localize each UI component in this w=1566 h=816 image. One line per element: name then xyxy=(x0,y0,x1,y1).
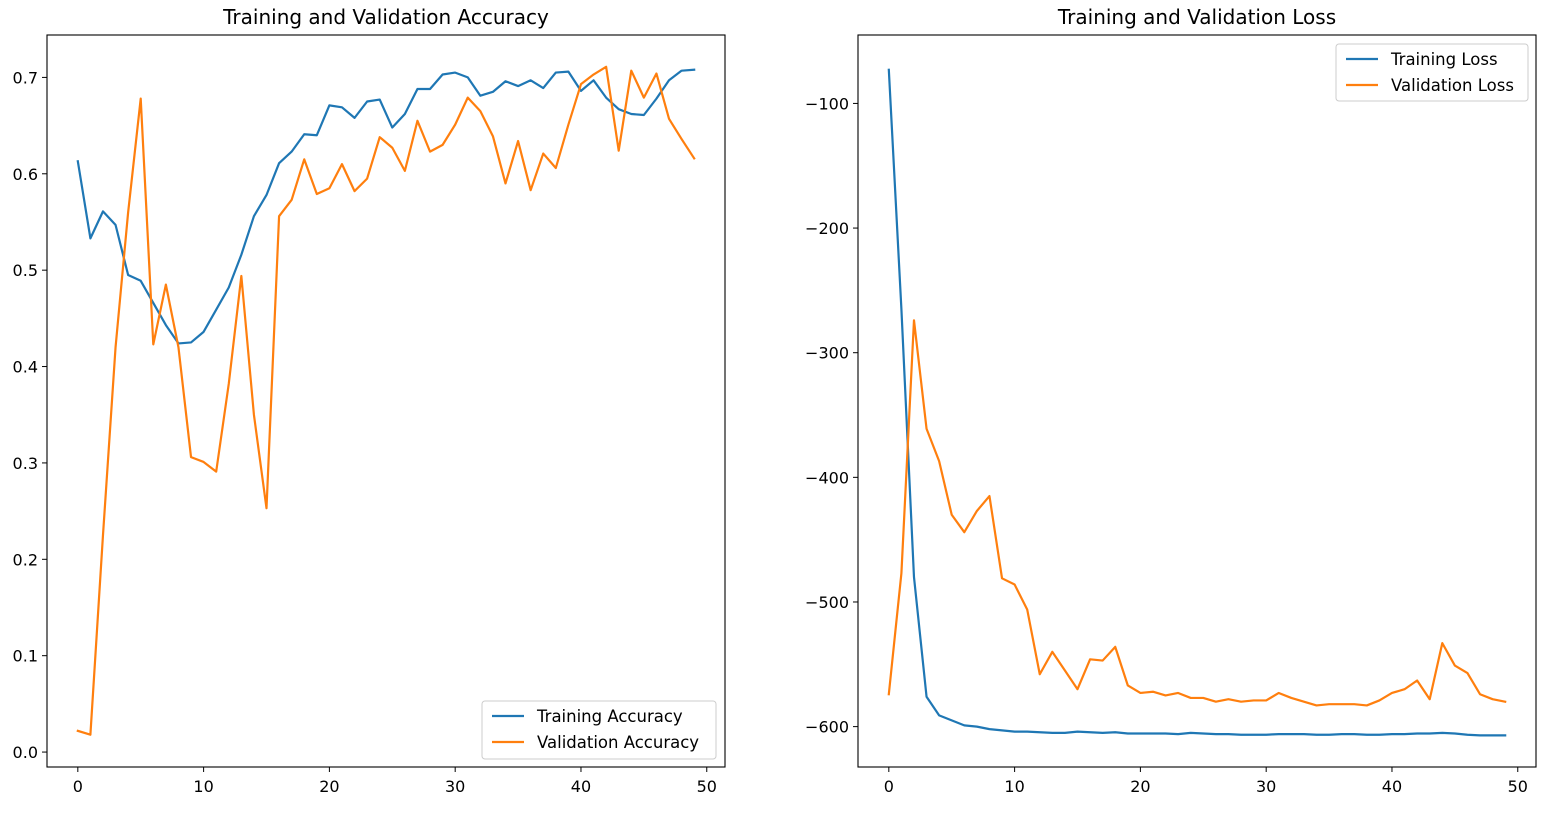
loss-x-tick-label: 0 xyxy=(884,777,894,796)
accuracy-y-tick-label: 0.5 xyxy=(13,261,38,280)
loss-y-tick-label: −500 xyxy=(805,593,849,612)
loss-x-tick-label: 50 xyxy=(1508,777,1528,796)
accuracy-series-line-2 xyxy=(76,65,696,736)
loss-series-line-1 xyxy=(887,68,1507,737)
accuracy-y-tick-label: 0.2 xyxy=(13,550,38,569)
accuracy-y-tick-label: 0.4 xyxy=(13,358,38,377)
accuracy-legend-label-2: Validation Accuracy xyxy=(537,733,699,752)
loss-x-tick-label: 40 xyxy=(1382,777,1402,796)
loss-legend-label-2: Validation Loss xyxy=(1391,76,1514,95)
accuracy-y-tick-label: 0.0 xyxy=(13,743,38,762)
loss-x-tick-label: 30 xyxy=(1256,777,1276,796)
accuracy-x-tick-label: 0 xyxy=(73,777,83,796)
loss-legend-box xyxy=(1335,43,1529,102)
loss-y-tick-label: −600 xyxy=(805,718,849,737)
accuracy-y-tick-label: 0.7 xyxy=(13,68,38,87)
accuracy-x-tick-label: 10 xyxy=(193,777,213,796)
accuracy-x-tick-label: 20 xyxy=(319,777,339,796)
accuracy-legend-label-1: Training Accuracy xyxy=(536,707,683,726)
accuracy-legend-box xyxy=(481,700,717,760)
loss-y-tick-label: −200 xyxy=(805,219,849,238)
accuracy-x-tick-label: 30 xyxy=(445,777,465,796)
loss-y-tick-label: −300 xyxy=(805,344,849,363)
loss-chart: Training and Validation Loss 0 10 20 30 40 50… xyxy=(805,5,1537,796)
loss-legend: Training Loss Validation Loss xyxy=(1335,43,1529,102)
accuracy-legend: Training Accuracy Validation Accuracy xyxy=(481,700,717,760)
loss-y-tick-label: −100 xyxy=(805,94,849,113)
accuracy-y-tick-label: 0.3 xyxy=(13,454,38,473)
loss-x-tick-label: 20 xyxy=(1130,777,1150,796)
accuracy-axes-frame xyxy=(46,34,726,768)
accuracy-chart: Training and Validation Accuracy 0 10 20 30… xyxy=(13,5,726,796)
loss-legend-label-1: Training Loss xyxy=(1390,50,1498,69)
loss-axes-frame xyxy=(857,34,1537,768)
accuracy-x-tick-label: 40 xyxy=(571,777,591,796)
accuracy-y-tick-label: 0.1 xyxy=(13,647,38,666)
accuracy-x-tick-label: 50 xyxy=(697,777,717,796)
accuracy-series-line-1 xyxy=(76,68,696,345)
accuracy-chart-plot: 0 10 20 30 40 50 0.0 0.1 0.2 0.3 0.4 0.5 0.6 0.7 Train… xyxy=(13,34,726,796)
loss-series-line-2 xyxy=(887,319,1507,707)
accuracy-y-tick-label: 0.6 xyxy=(13,165,38,184)
loss-x-tick-label: 10 xyxy=(1004,777,1024,796)
loss-y-tick-label: −400 xyxy=(805,468,849,487)
loss-chart-title: Training and Validation Loss xyxy=(1057,5,1336,29)
accuracy-chart-title: Training and Validation Accuracy xyxy=(222,5,549,29)
loss-chart-plot: 0 10 20 30 40 50 −600 −500 −400 −300 −200 −100 Train… xyxy=(805,34,1537,796)
